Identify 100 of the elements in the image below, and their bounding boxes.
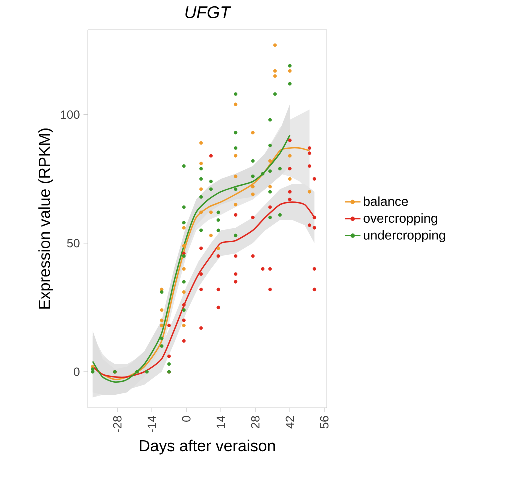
point <box>200 272 204 276</box>
point <box>278 213 282 217</box>
point <box>200 288 204 292</box>
point <box>182 226 186 230</box>
point <box>251 185 255 189</box>
x-tick-label: -28 <box>113 416 122 433</box>
point <box>216 254 220 258</box>
point <box>200 141 204 145</box>
point <box>216 210 220 214</box>
chart-title: UFGT <box>186 6 232 19</box>
point <box>251 216 255 220</box>
point <box>288 69 292 73</box>
point <box>273 44 278 48</box>
point <box>288 198 292 202</box>
point <box>209 180 213 184</box>
point <box>216 306 220 310</box>
point <box>160 336 164 340</box>
legend-label: overcropping <box>364 214 438 226</box>
point <box>234 280 238 284</box>
point <box>182 164 186 168</box>
y-tick-label: 50 <box>67 239 80 248</box>
point <box>182 308 186 312</box>
point <box>268 185 272 189</box>
point <box>268 144 272 148</box>
point <box>234 146 238 150</box>
point <box>268 216 272 220</box>
point <box>168 324 172 328</box>
point <box>308 146 312 150</box>
x-tick-label: 0 <box>182 416 191 422</box>
point <box>251 131 255 135</box>
x-axis-title: Days after veraison <box>140 440 276 455</box>
point <box>268 288 272 292</box>
point <box>234 102 238 106</box>
point <box>234 213 238 217</box>
point <box>216 288 220 292</box>
x-tick-label: -14 <box>148 416 156 433</box>
y-axis-title: Expression value (RPKM) <box>38 128 54 309</box>
point <box>182 221 186 225</box>
point <box>182 206 186 210</box>
point <box>268 159 272 163</box>
point <box>200 246 204 250</box>
x-tick-label: 42 <box>286 416 294 429</box>
point <box>200 167 204 171</box>
point <box>234 131 238 135</box>
point <box>273 74 278 78</box>
point <box>200 177 204 181</box>
point <box>160 318 164 322</box>
point <box>251 159 255 163</box>
point <box>160 308 164 312</box>
point <box>200 195 204 199</box>
point <box>168 354 172 358</box>
point <box>209 234 213 238</box>
x-tick-label: 28 <box>251 416 260 428</box>
point <box>160 288 164 292</box>
point <box>182 303 186 307</box>
x-tick-label: 56 <box>320 416 329 429</box>
point <box>182 324 186 328</box>
point <box>160 324 164 328</box>
point <box>182 280 186 284</box>
point <box>182 254 186 258</box>
point <box>268 267 272 271</box>
point <box>273 69 278 73</box>
legend-label: undercropping <box>364 230 446 242</box>
point <box>261 267 265 271</box>
point <box>312 216 316 220</box>
point <box>234 92 238 96</box>
point <box>160 290 164 294</box>
point <box>288 82 292 86</box>
point <box>268 170 272 174</box>
point <box>268 118 272 122</box>
point <box>273 92 278 96</box>
point <box>234 203 238 207</box>
y-tick-label: 100 <box>61 110 80 120</box>
point <box>312 226 316 230</box>
point <box>234 234 238 238</box>
point <box>312 288 316 292</box>
point <box>288 64 292 68</box>
point <box>182 318 186 322</box>
point <box>312 177 316 181</box>
point <box>91 365 95 369</box>
point <box>200 162 204 166</box>
y-tick-label: 0 <box>74 368 80 376</box>
point <box>278 167 282 171</box>
point <box>234 154 238 158</box>
point <box>268 206 272 210</box>
point <box>145 370 149 374</box>
point <box>216 218 220 222</box>
point <box>308 190 312 194</box>
point <box>308 164 312 168</box>
point <box>160 344 164 348</box>
point <box>288 167 292 171</box>
point <box>182 339 186 343</box>
point <box>234 272 238 276</box>
point <box>216 228 220 232</box>
point <box>288 154 292 158</box>
point <box>261 172 265 176</box>
point <box>234 254 238 258</box>
point <box>268 190 272 194</box>
point <box>234 174 238 178</box>
point <box>200 326 204 330</box>
